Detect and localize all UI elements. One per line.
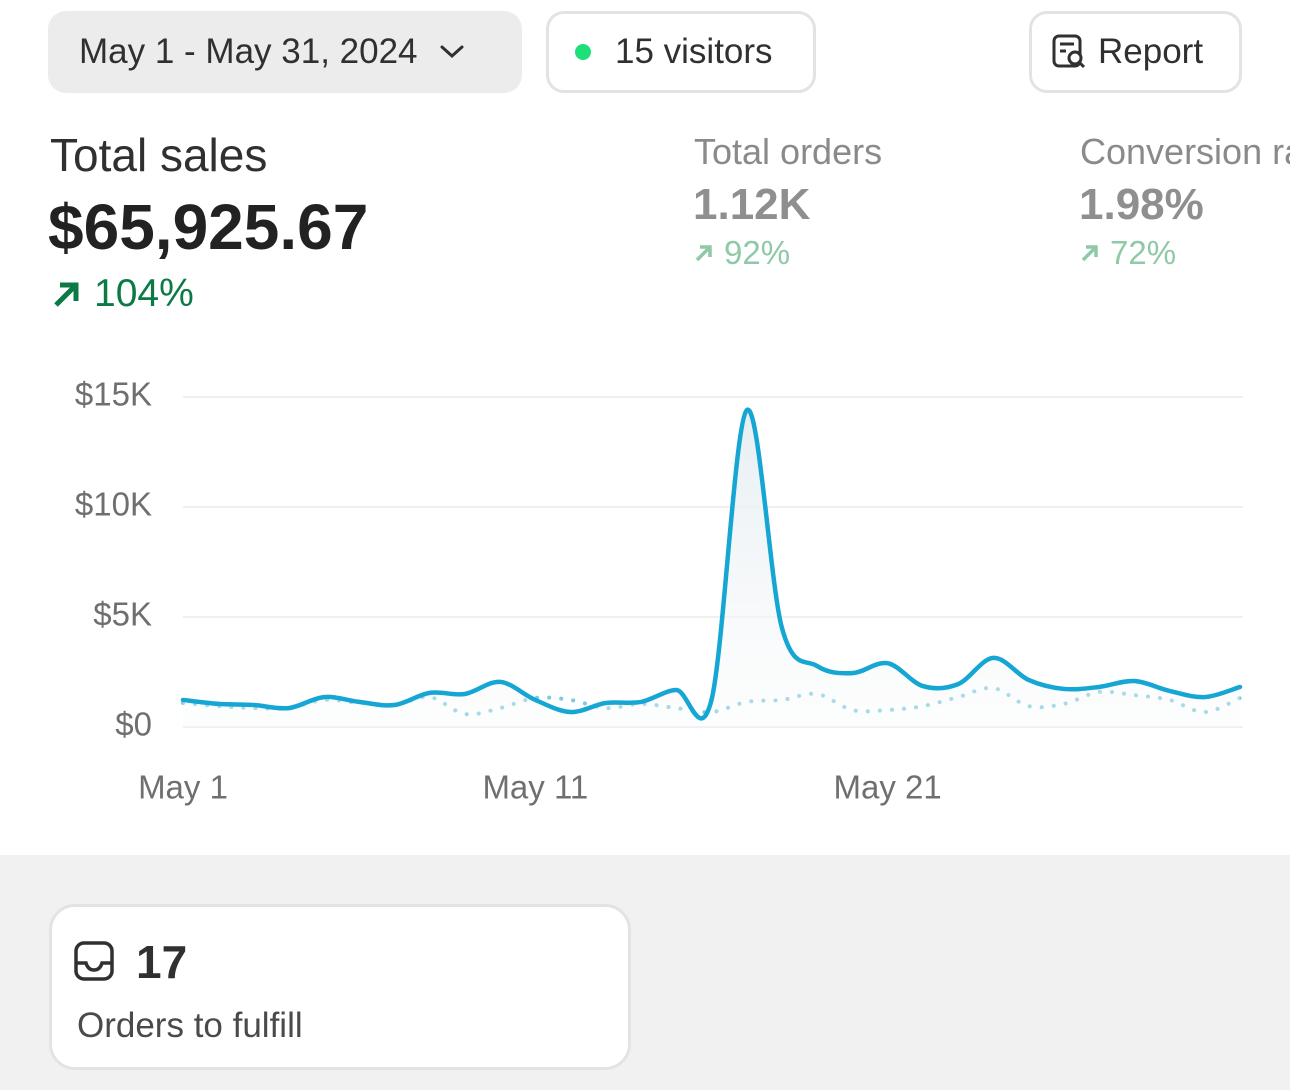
metric-change: 92% bbox=[724, 234, 791, 271]
metric-label: Conversion rate bbox=[1080, 131, 1290, 172]
metric-change: 104% bbox=[94, 272, 194, 315]
x-tick-label: May 1 bbox=[138, 769, 228, 806]
metric-value: 1.12K bbox=[693, 180, 811, 229]
y-tick-label: $5K bbox=[93, 596, 152, 633]
bottom-section: 17 Orders to fulfill bbox=[0, 855, 1290, 1090]
date-range-button[interactable]: May 1 - May 31, 2024 bbox=[48, 11, 522, 93]
y-tick-label: $15K bbox=[75, 376, 152, 413]
fulfill-card[interactable]: 17 Orders to fulfill bbox=[49, 904, 631, 1070]
chart: $0 $5K $10K $15K May 1 May 11 May 21 bbox=[75, 376, 1243, 806]
metric-label: Total sales bbox=[50, 129, 268, 181]
x-tick-label: May 11 bbox=[482, 769, 588, 806]
inbox-icon bbox=[74, 941, 114, 981]
metric-value: $65,925.67 bbox=[48, 191, 369, 263]
x-tick-label: May 21 bbox=[834, 769, 942, 806]
metric-change-row: 92% bbox=[694, 234, 790, 272]
y-tick-label: $0 bbox=[115, 706, 152, 743]
date-range: May 1 - May 31, 2024 bbox=[79, 32, 418, 71]
metric-change-row: 104% bbox=[50, 272, 194, 316]
metric-change: 72% bbox=[1110, 234, 1177, 271]
up-arrow-icon bbox=[695, 245, 712, 262]
report-icon bbox=[1052, 34, 1086, 69]
metric-change-row: 72% bbox=[1080, 234, 1176, 272]
metric-label: Total orders bbox=[694, 131, 883, 172]
card-label: Orders to fulfill bbox=[77, 1006, 303, 1045]
area bbox=[183, 409, 1240, 727]
up-arrow-icon bbox=[54, 282, 79, 307]
y-tick-label: $10K bbox=[75, 486, 152, 523]
visitors: 15 visitors bbox=[615, 32, 773, 71]
visitors-button[interactable]: 15 visitors bbox=[546, 11, 816, 93]
report-button[interactable]: Report bbox=[1029, 11, 1242, 93]
line-series bbox=[180, 407, 1243, 721]
metric-value: 1.98% bbox=[1079, 180, 1204, 229]
report: Report bbox=[1098, 32, 1204, 71]
live-dot bbox=[575, 44, 591, 60]
card-value: 17 bbox=[136, 936, 188, 988]
chevron-icon bbox=[440, 45, 463, 59]
up-arrow-icon bbox=[1081, 245, 1098, 262]
